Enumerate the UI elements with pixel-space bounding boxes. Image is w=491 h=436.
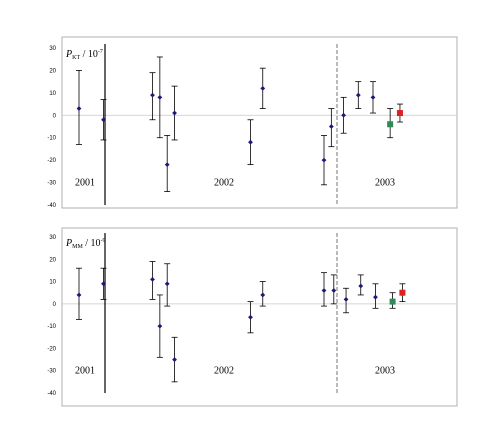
data-point-11 bbox=[343, 287, 350, 314]
y-tick-label: -40 bbox=[47, 391, 56, 397]
marker-diamond bbox=[157, 323, 163, 329]
y-axis-label-symbol: P bbox=[65, 49, 72, 60]
y-axis-label-subscript: KT bbox=[72, 55, 80, 61]
y-tick-label: 10 bbox=[49, 91, 56, 97]
data-point-4 bbox=[156, 56, 163, 139]
marker-diamond bbox=[150, 276, 155, 282]
y-tick-label: 20 bbox=[49, 68, 56, 74]
data-point-6 bbox=[171, 336, 178, 383]
y-axis-label-exponent: -7 bbox=[98, 49, 103, 55]
data-point-5 bbox=[164, 263, 171, 307]
data-point-7 bbox=[247, 119, 254, 166]
y-tick-label: -10 bbox=[47, 136, 56, 142]
year-label-2001: 2001 bbox=[75, 366, 95, 377]
marker-diamond bbox=[101, 117, 106, 123]
y-axis-label-exponent: -9 bbox=[101, 238, 106, 244]
marker-diamond bbox=[172, 357, 177, 362]
data-point-1 bbox=[76, 70, 82, 145]
marker-diamond bbox=[358, 283, 364, 289]
year-label-2003: 2003 bbox=[375, 178, 395, 189]
year-label-2003: 2003 bbox=[375, 366, 395, 377]
y-tick-label: -10 bbox=[47, 324, 56, 330]
data-point-14 bbox=[387, 108, 394, 139]
marker-diamond bbox=[260, 292, 266, 298]
y-tick-label: 30 bbox=[49, 235, 56, 241]
data-point-5 bbox=[164, 135, 171, 192]
data-point-8 bbox=[259, 67, 266, 109]
y-axis-label-symbol: P bbox=[65, 238, 72, 249]
chart-panel-2: 30 20 10 0 -10 -20 -30 -40 PMM / 10-9 2001 2002 200… bbox=[47, 227, 458, 407]
data-point-14 bbox=[389, 292, 396, 309]
data-point-12 bbox=[357, 274, 364, 296]
year-label-2002: 2002 bbox=[214, 366, 234, 377]
y-tick-label: -20 bbox=[47, 158, 56, 164]
marker-diamond bbox=[373, 294, 378, 300]
data-point-7 bbox=[247, 301, 254, 334]
y-tick-label: 0 bbox=[53, 113, 57, 119]
data-point-3 bbox=[149, 72, 156, 121]
chart-panel-1: 30 20 10 0 -10 -20 -30 -40 PKT / 10-7 2001 2002 200… bbox=[47, 36, 458, 209]
data-point-9 bbox=[321, 272, 327, 307]
marker-diamond bbox=[76, 292, 82, 298]
y-axis-label: PMM / 10-9 bbox=[65, 238, 106, 250]
marker-square bbox=[389, 298, 396, 305]
marker-diamond bbox=[76, 106, 82, 111]
marker-diamond bbox=[328, 124, 334, 129]
marker-diamond bbox=[164, 281, 170, 287]
data-point-13 bbox=[370, 81, 376, 114]
data-point-2 bbox=[100, 267, 107, 300]
marker-diamond bbox=[260, 85, 266, 91]
y-axis-label-subscript: MM bbox=[72, 244, 83, 250]
marker-diamond bbox=[343, 297, 349, 302]
marker-diamond bbox=[321, 157, 327, 163]
y-tick-label: 20 bbox=[49, 257, 56, 263]
marker-diamond bbox=[341, 112, 346, 118]
panel-frame bbox=[61, 227, 458, 407]
data-point-4 bbox=[156, 294, 163, 358]
marker-diamond bbox=[150, 92, 155, 98]
marker-diamond bbox=[172, 110, 177, 116]
data-point-15 bbox=[396, 103, 403, 123]
data-point-1 bbox=[76, 267, 82, 320]
marker-diamond bbox=[248, 314, 253, 320]
marker-diamond bbox=[101, 281, 106, 287]
y-tick-label: 0 bbox=[53, 302, 57, 308]
data-point-6 bbox=[171, 85, 178, 141]
marker-diamond bbox=[355, 92, 361, 98]
marker-diamond bbox=[164, 162, 170, 168]
y-axis-label-unit: / 10 bbox=[83, 238, 101, 249]
y-tick-label: 10 bbox=[49, 280, 56, 286]
data-point-3 bbox=[149, 261, 156, 300]
y-tick-label: -40 bbox=[47, 203, 56, 209]
panel-frame bbox=[61, 36, 458, 209]
data-point-12 bbox=[355, 81, 362, 109]
data-point-15 bbox=[399, 283, 406, 303]
marker-diamond bbox=[321, 288, 327, 293]
y-tick-label: -30 bbox=[47, 181, 56, 187]
y-tick-label: 30 bbox=[49, 46, 56, 52]
marker-square bbox=[399, 289, 406, 296]
data-point-10 bbox=[330, 274, 337, 305]
data-point-13 bbox=[372, 283, 379, 309]
marker-square bbox=[396, 110, 403, 117]
data-point-2 bbox=[100, 99, 107, 141]
y-tick-label: -20 bbox=[47, 346, 56, 352]
marker-diamond bbox=[370, 94, 376, 100]
y-axis-label: PKT / 10-7 bbox=[65, 49, 103, 61]
year-label-2002: 2002 bbox=[214, 178, 234, 189]
marker-diamond bbox=[331, 288, 337, 293]
y-tick-label: -30 bbox=[47, 369, 56, 375]
data-point-10 bbox=[328, 108, 335, 148]
marker-diamond bbox=[157, 94, 163, 100]
data-point-11 bbox=[340, 96, 347, 134]
y-axis-label-unit: / 10 bbox=[80, 49, 98, 60]
year-label-2001: 2001 bbox=[75, 178, 95, 189]
marker-square bbox=[387, 121, 394, 128]
data-point-9 bbox=[321, 135, 327, 186]
data-point-8 bbox=[259, 281, 266, 307]
marker-diamond bbox=[248, 139, 253, 145]
